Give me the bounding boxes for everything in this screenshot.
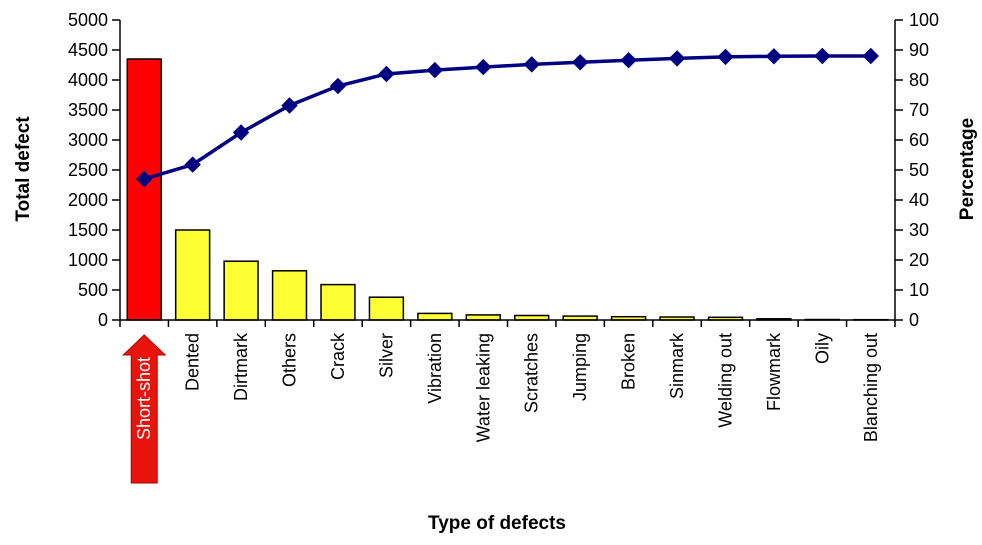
category-label-5: Silver: [376, 333, 396, 378]
bar-6: [417, 312, 453, 321]
y2-tick-label-9: 90: [909, 40, 929, 60]
y-tick-label-0: 0: [98, 310, 108, 330]
bar-1: [174, 229, 211, 321]
labels-layer: 0500100015002000250030003500400045005000…: [68, 10, 939, 484]
axes-layer: [112, 19, 903, 327]
y2-tick-label-8: 80: [909, 70, 929, 90]
y2-tick-label-7: 70: [909, 100, 929, 120]
titles-layer: Total defect Percentage Type of defects: [13, 116, 978, 534]
y2-tick-label-4: 40: [909, 190, 929, 210]
y-axis-title: Total defect: [13, 116, 34, 222]
y-tick-label-2: 1000: [68, 250, 108, 270]
line-point-6: [426, 61, 444, 79]
line-point-5: [378, 65, 395, 83]
category-label-6: Vibration: [425, 333, 445, 404]
y2-tick-label-3: 30: [909, 220, 929, 240]
line-point-2: [232, 124, 250, 141]
y-tick-label-3: 1500: [68, 220, 108, 240]
y-tick-label-10: 5000: [68, 10, 108, 30]
y2-tick-label-5: 50: [909, 160, 929, 180]
y-tick-label-8: 4000: [68, 70, 108, 90]
bar-2: [223, 260, 259, 321]
line-point-8: [523, 56, 540, 73]
category-label-12: Welding out: [715, 333, 735, 428]
bar-3: [271, 270, 308, 321]
y2-tick-label-1: 10: [909, 280, 929, 300]
category-label-9: Jumping: [570, 333, 590, 401]
category-label-10: Broken: [619, 333, 639, 390]
line-point-15: [862, 47, 879, 65]
y2-tick-label-10: 100: [909, 10, 939, 30]
x-axis-title: Type of defects: [428, 513, 566, 534]
category-label-3: Others: [280, 333, 300, 387]
category-label-2: Dirtmark: [231, 332, 251, 401]
y-tick-label-1: 500: [78, 280, 108, 300]
line-point-0: [136, 170, 153, 188]
category-label-4: Crack: [328, 332, 348, 380]
category-label-1: Dented: [183, 333, 203, 391]
category-label-8: Scratches: [522, 333, 542, 413]
line-point-3: [281, 97, 298, 114]
line-point-13: [765, 48, 783, 65]
line-layer: [136, 47, 879, 188]
bar-7: [465, 314, 501, 321]
line-point-9: [571, 54, 589, 71]
short-shot-arrow: [121, 334, 167, 484]
y-tick-label-4: 2000: [68, 190, 108, 210]
bar-0: [126, 58, 162, 321]
category-label-14: Oily: [812, 333, 832, 364]
y-tick-label-6: 3000: [68, 130, 108, 150]
category-label-13: Flowmark: [764, 332, 784, 411]
cumulative-line: [143, 54, 871, 181]
y2-tick-label-2: 20: [909, 250, 929, 270]
line-point-12: [717, 48, 734, 66]
line-point-1: [184, 156, 201, 173]
category-label-7: Water leaking: [473, 333, 493, 442]
y2-tick-label-6: 60: [909, 130, 929, 150]
y-tick-label-7: 3500: [68, 100, 108, 120]
y-tick-label-5: 2500: [68, 160, 108, 180]
y2-axis-title: Percentage: [957, 118, 978, 220]
bar-4: [320, 283, 356, 321]
bar-5: [368, 296, 405, 321]
line-point-14: [814, 47, 831, 65]
line-point-10: [620, 51, 637, 69]
line-point-4: [329, 77, 347, 95]
category-label-11: Sinmark: [667, 332, 687, 399]
y2-tick-label-0: 0: [909, 310, 919, 330]
line-point-7: [475, 58, 492, 76]
category-label-15: Blanching out: [861, 333, 881, 442]
category-label-0: Short-shot: [134, 357, 154, 440]
y-tick-label-9: 4500: [68, 40, 108, 60]
bars-layer: [126, 58, 889, 321]
line-point-11: [668, 50, 686, 67]
